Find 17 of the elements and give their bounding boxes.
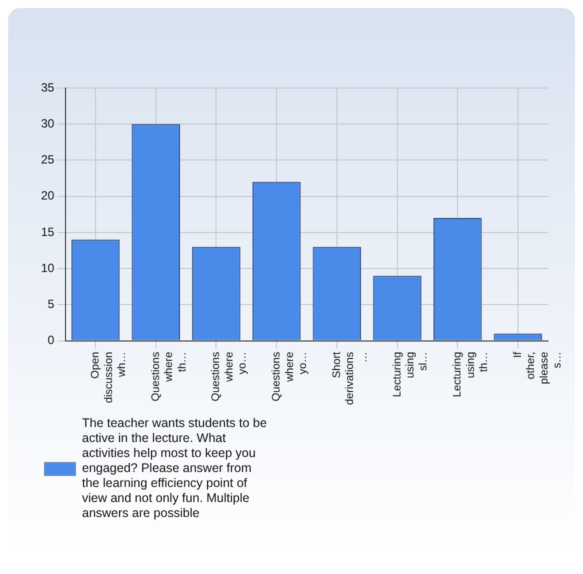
x-tick-label: If other, please s… <box>512 350 564 384</box>
y-tick-label: 10 <box>40 260 55 275</box>
x-tick-label: Questions where yo… <box>270 351 309 402</box>
y-tick-label: 35 <box>40 80 55 94</box>
x-tick-label: Questions where yo… <box>210 351 249 402</box>
x-tick-label: Lecturing using sl… <box>391 352 430 398</box>
y-tick-label: 30 <box>40 116 55 130</box>
x-tick-label: Questions where th… <box>150 351 188 402</box>
y-tick-label: 25 <box>40 152 55 167</box>
y-tick-label: 15 <box>40 224 55 239</box>
x-tick-label: Lecturing using th… <box>452 352 490 398</box>
x-tick-label: Open discussion wh… <box>90 352 128 404</box>
y-tick-label: 5 <box>48 297 55 311</box>
x-tick-label: Short derivations … <box>330 351 370 406</box>
y-tick-label: 0 <box>48 333 55 348</box>
y-tick-label: 20 <box>40 188 55 203</box>
text: The teacher wants students to be active in the lecture. What activities help most to keep you engaged? Please answer from the learning efficiency point of view and not only fun. Multiple answers are possible <box>82 416 268 521</box>
